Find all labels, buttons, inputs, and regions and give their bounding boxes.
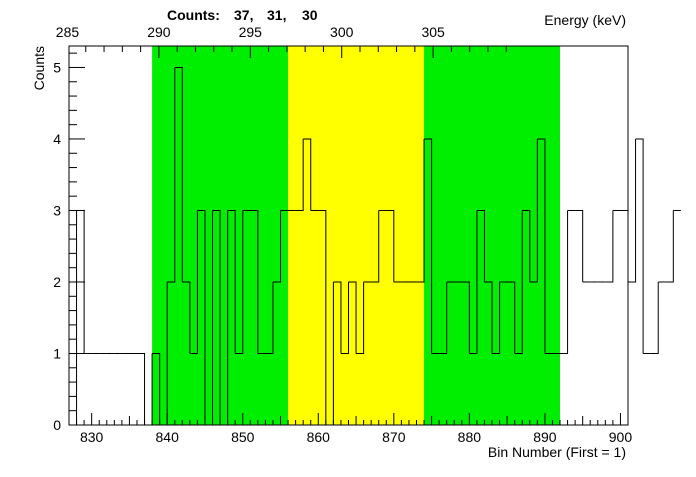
- histogram-bin: [537, 138, 546, 354]
- histogram-bin: [628, 138, 637, 283]
- region-background-right: [424, 46, 561, 425]
- histogram-bin: [272, 210, 282, 283]
- histogram-bin: [250, 209, 259, 354]
- histogram-bin: [439, 281, 448, 354]
- histogram-bin: [484, 281, 493, 354]
- histogram-bin: [461, 281, 470, 354]
- energy-tick-label: 305: [421, 24, 445, 40]
- y-tick-label: 3: [53, 202, 61, 218]
- histogram-bin: [295, 138, 304, 211]
- y-tick-label: 0: [53, 417, 61, 433]
- histogram-bin: [665, 210, 674, 283]
- x-tick-label: 840: [156, 429, 180, 445]
- histogram-bin: [560, 210, 569, 354]
- histogram-bin: [174, 66, 183, 282]
- histogram-bin: [371, 210, 380, 283]
- histogram-bin: [144, 353, 153, 426]
- histogram-bin: [303, 138, 312, 211]
- x-tick-label: 830: [80, 429, 104, 445]
- axes: 830 840 850 860 870 880 890 900 0 1 2 3 4 5 285 290 295 3…: [53, 24, 632, 445]
- x-tick-label: 850: [231, 429, 255, 445]
- histogram-bin: [620, 209, 629, 282]
- histogram-bin: [507, 281, 516, 354]
- y-tick-label: 5: [53, 59, 61, 75]
- histogram-bin: [386, 209, 395, 282]
- counts-value-3: 30: [302, 7, 318, 23]
- x-tick-label: 890: [533, 429, 557, 445]
- y-tick-label: 1: [53, 345, 61, 361]
- x-tick-label: 900: [609, 429, 633, 445]
- histogram-bin: [182, 281, 191, 354]
- histogram-bin: [136, 352, 146, 425]
- energy-tick-label: 295: [239, 24, 263, 40]
- histogram-bin: [356, 281, 365, 354]
- histogram-bin: [529, 138, 538, 283]
- histogram-bin: [635, 138, 644, 354]
- histogram-bin: [212, 209, 221, 425]
- histogram-bin: [189, 210, 198, 354]
- counts-label: Counts:: [167, 7, 220, 23]
- histogram-bin: [575, 209, 584, 282]
- y-tick-label: 4: [53, 131, 61, 147]
- histogram-bin: [152, 352, 161, 425]
- histogram-bin: [265, 281, 274, 354]
- histogram-bin: [424, 138, 433, 354]
- x-tick-label: 860: [307, 429, 331, 445]
- x-axis-label: Bin Number (First = 1): [488, 444, 626, 460]
- counts-value-2: 31,: [267, 7, 286, 23]
- counts-value-1: 37,: [234, 7, 253, 23]
- region-peak: [288, 46, 425, 425]
- histogram-bin: [605, 210, 614, 283]
- histogram-bin: [76, 209, 85, 425]
- histogram-bin: [235, 210, 244, 354]
- x-tick-label: 870: [382, 429, 406, 445]
- histogram-bin: [514, 210, 523, 354]
- histogram-bin: [348, 281, 357, 354]
- histogram-bin: [227, 209, 236, 354]
- histogram-bin: [650, 281, 659, 354]
- histogram-bin: [167, 67, 176, 283]
- histogram-bin: [469, 210, 478, 354]
- histogram-bin: [416, 138, 425, 283]
- histogram-bin: [522, 209, 531, 282]
- highlight-regions: [152, 46, 561, 425]
- x-tick-label: 880: [458, 429, 482, 445]
- y-tick-label: 2: [53, 274, 61, 290]
- energy-axis-label: Energy (keV): [544, 12, 626, 28]
- histogram-bin: [318, 209, 327, 425]
- histogram-bin: [340, 281, 349, 354]
- histogram-bin: [197, 209, 206, 425]
- energy-tick-label: 285: [56, 24, 80, 40]
- histogram-bin: [492, 281, 501, 354]
- energy-tick-label: 290: [147, 24, 171, 40]
- y-axis-label: Counts: [31, 46, 47, 90]
- energy-tick-label: 300: [330, 24, 354, 40]
- histogram-bin: [333, 281, 342, 354]
- histogram-bin: [476, 209, 485, 282]
